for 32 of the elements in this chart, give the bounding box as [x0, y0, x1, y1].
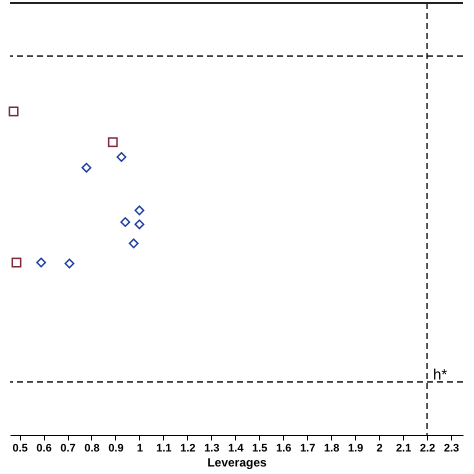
x-tick-label: 2 [376, 442, 383, 454]
x-tick-label: 0.7 [60, 442, 76, 454]
ref-line-label: h* [433, 366, 448, 384]
point [12, 258, 22, 268]
x-tick-label: 2.2 [420, 442, 436, 454]
x-tick-label: 1.3 [204, 442, 220, 454]
point [64, 258, 74, 268]
x-axis-title: Leverages [207, 456, 268, 470]
point [116, 152, 126, 162]
x-tick-label: 1.7 [300, 442, 316, 454]
x-tick-label: 0.5 [12, 442, 28, 454]
x-tick-label: 2.1 [396, 442, 412, 454]
x-tick-label: 1.2 [180, 442, 196, 454]
point [120, 217, 130, 227]
x-tick-label: 2.3 [444, 442, 460, 454]
x-tick-label: 1.9 [348, 442, 364, 454]
point [134, 219, 144, 230]
x-tick-label: 0.6 [36, 442, 52, 454]
x-tick-label: 0.8 [84, 442, 100, 454]
point [82, 162, 92, 173]
point [108, 137, 118, 148]
x-tick-label: 0.9 [108, 442, 124, 454]
x-tick-label: 1.1 [156, 442, 172, 454]
point [134, 205, 144, 216]
x-tick-label: 1.8 [324, 442, 340, 454]
point [8, 106, 19, 116]
x-tick-label: 1.6 [276, 442, 292, 454]
point [128, 238, 139, 248]
x-tick-label: 1.4 [228, 442, 244, 454]
x-tick-label: 1 [136, 442, 143, 454]
point [36, 258, 46, 268]
x-tick-label: 1.5 [252, 442, 268, 454]
